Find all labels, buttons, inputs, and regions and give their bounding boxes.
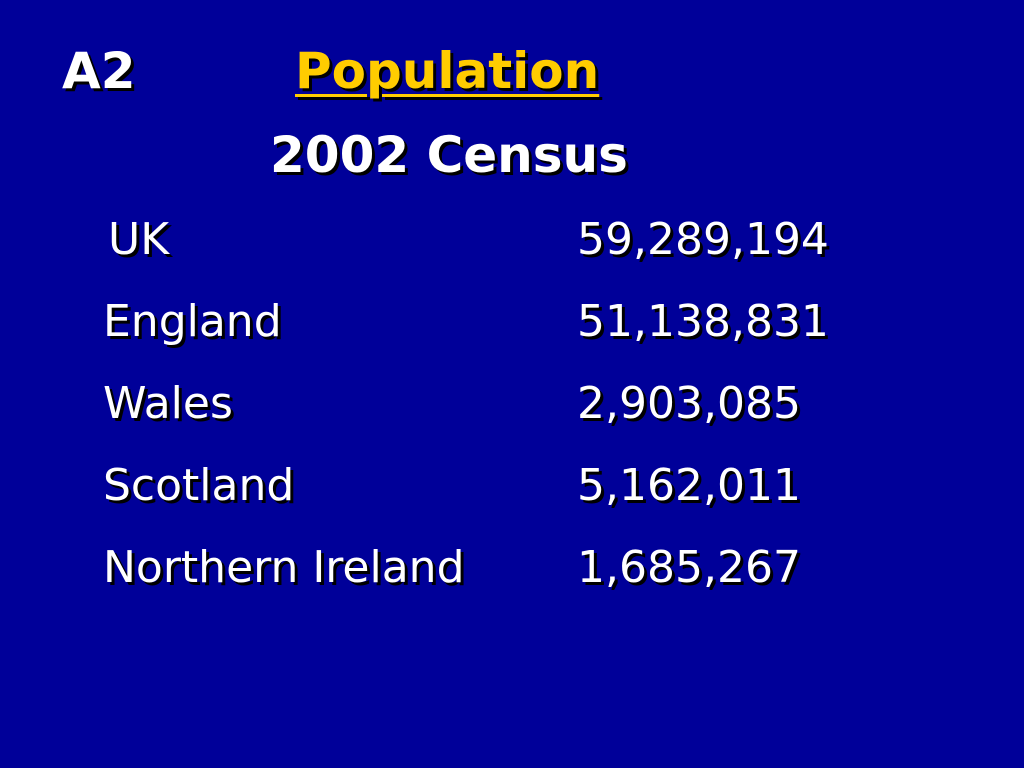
slide-subtitle: 2002 Census [270,126,628,184]
population-value: 59,289,194 [577,214,829,265]
population-value: 2,903,085 [577,378,801,429]
region-name: England [103,296,282,347]
population-value: 5,162,011 [577,460,801,511]
population-value: 51,138,831 [577,296,829,347]
region-name: Wales [103,378,233,429]
slide-title: Population [295,42,600,100]
region-name: Northern Ireland [103,542,465,593]
population-value: 1,685,267 [577,542,801,593]
region-name: UK [108,214,170,265]
slide-code: A2 [62,42,136,100]
region-name: Scotland [103,460,295,511]
